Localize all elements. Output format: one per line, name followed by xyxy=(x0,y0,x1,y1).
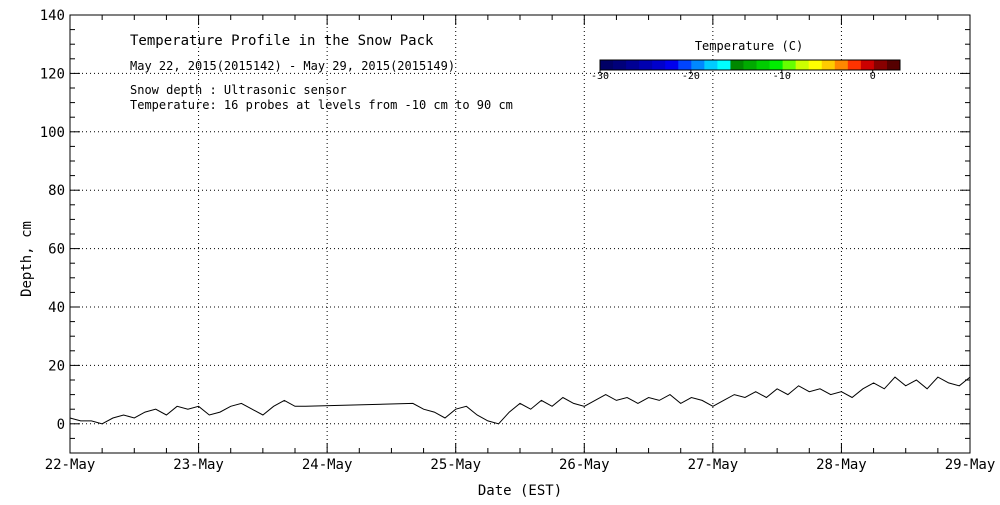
colorbar-tick-label: 0 xyxy=(870,71,876,82)
colorbar-swatch xyxy=(652,60,666,70)
colorbar-swatch xyxy=(704,60,718,70)
colorbar-swatch xyxy=(886,60,901,70)
x-tick-label: 23-May xyxy=(173,457,224,473)
colorbar-swatch xyxy=(834,60,849,70)
colorbar-swatch xyxy=(821,60,836,70)
y-tick-label: 40 xyxy=(48,300,65,316)
colorbar-swatch xyxy=(795,60,810,70)
x-tick-label: 24-May xyxy=(302,457,353,473)
colorbar-tick-label: -30 xyxy=(591,71,609,82)
colorbar-tick-label: -10 xyxy=(773,71,791,82)
colorbar-swatch xyxy=(626,60,640,70)
plot-frame xyxy=(69,14,971,454)
colorbar-swatch xyxy=(717,60,731,70)
y-tick-labels: 0 20 40 60 80 100 120 140 xyxy=(40,8,65,433)
colorbar-swatch xyxy=(691,60,705,70)
colorbar-swatch xyxy=(782,60,797,70)
y-axis-label: Depth, cm xyxy=(19,221,35,297)
annotation-temperature: Temperature: 16 probes at levels from -1… xyxy=(130,98,513,112)
colorbar-frame xyxy=(599,59,901,71)
colorbar-title: Temperature (C) xyxy=(695,39,803,53)
y-tick-label: 60 xyxy=(48,242,65,258)
x-tick-labels: 22-May 23-May 24-May 25-May 26-May 27-May 28-M… xyxy=(45,457,996,473)
y-tick-label: 80 xyxy=(48,183,65,199)
y-tick-label: 120 xyxy=(40,66,65,82)
chart-subtitle: May 22, 2015(2015142) - May 29, 2015(201… xyxy=(130,59,455,73)
y-tick-label: 140 xyxy=(40,8,65,24)
colorbar-swatch xyxy=(600,60,614,70)
y-tick-label: 20 xyxy=(48,358,65,374)
colorbar-swatch xyxy=(808,60,823,70)
colorbar-swatch xyxy=(678,60,692,70)
colorbar-swatch xyxy=(639,60,653,70)
colorbar-swatch xyxy=(769,60,784,70)
x-tick-label: 28-May xyxy=(816,457,867,473)
y-tick-label: 0 xyxy=(57,417,65,433)
colorbar-swatch xyxy=(756,60,771,70)
colorbar-swatch xyxy=(873,60,888,70)
colorbar-swatch xyxy=(665,60,679,70)
x-tick-label: 25-May xyxy=(430,457,481,473)
x-tick-label: 29-May xyxy=(945,457,996,473)
colorbar-swatch xyxy=(730,60,744,70)
colorbar: -30 -20 -10 0 xyxy=(591,59,901,82)
colorbar-swatch xyxy=(860,60,875,70)
colorbar-swatch xyxy=(743,60,758,70)
colorbar-swatch xyxy=(613,60,627,70)
colorbar-swatch xyxy=(847,60,862,70)
x-tick-label: 22-May xyxy=(45,457,96,473)
series-layer xyxy=(69,376,971,425)
colorbar-tick-label: -20 xyxy=(682,71,700,82)
y-tick-label: 100 xyxy=(40,125,65,141)
chart-title: Temperature Profile in the Snow Pack xyxy=(130,33,434,49)
x-axis-label: Date (EST) xyxy=(478,483,562,499)
x-tick-label: 27-May xyxy=(688,457,739,473)
ticks-layer xyxy=(69,14,971,454)
snow-depth-line xyxy=(69,376,971,425)
x-tick-label: 26-May xyxy=(559,457,610,473)
grid-layer xyxy=(70,15,970,453)
annotation-snow-depth: Snow depth : Ultrasonic sensor xyxy=(130,83,347,97)
